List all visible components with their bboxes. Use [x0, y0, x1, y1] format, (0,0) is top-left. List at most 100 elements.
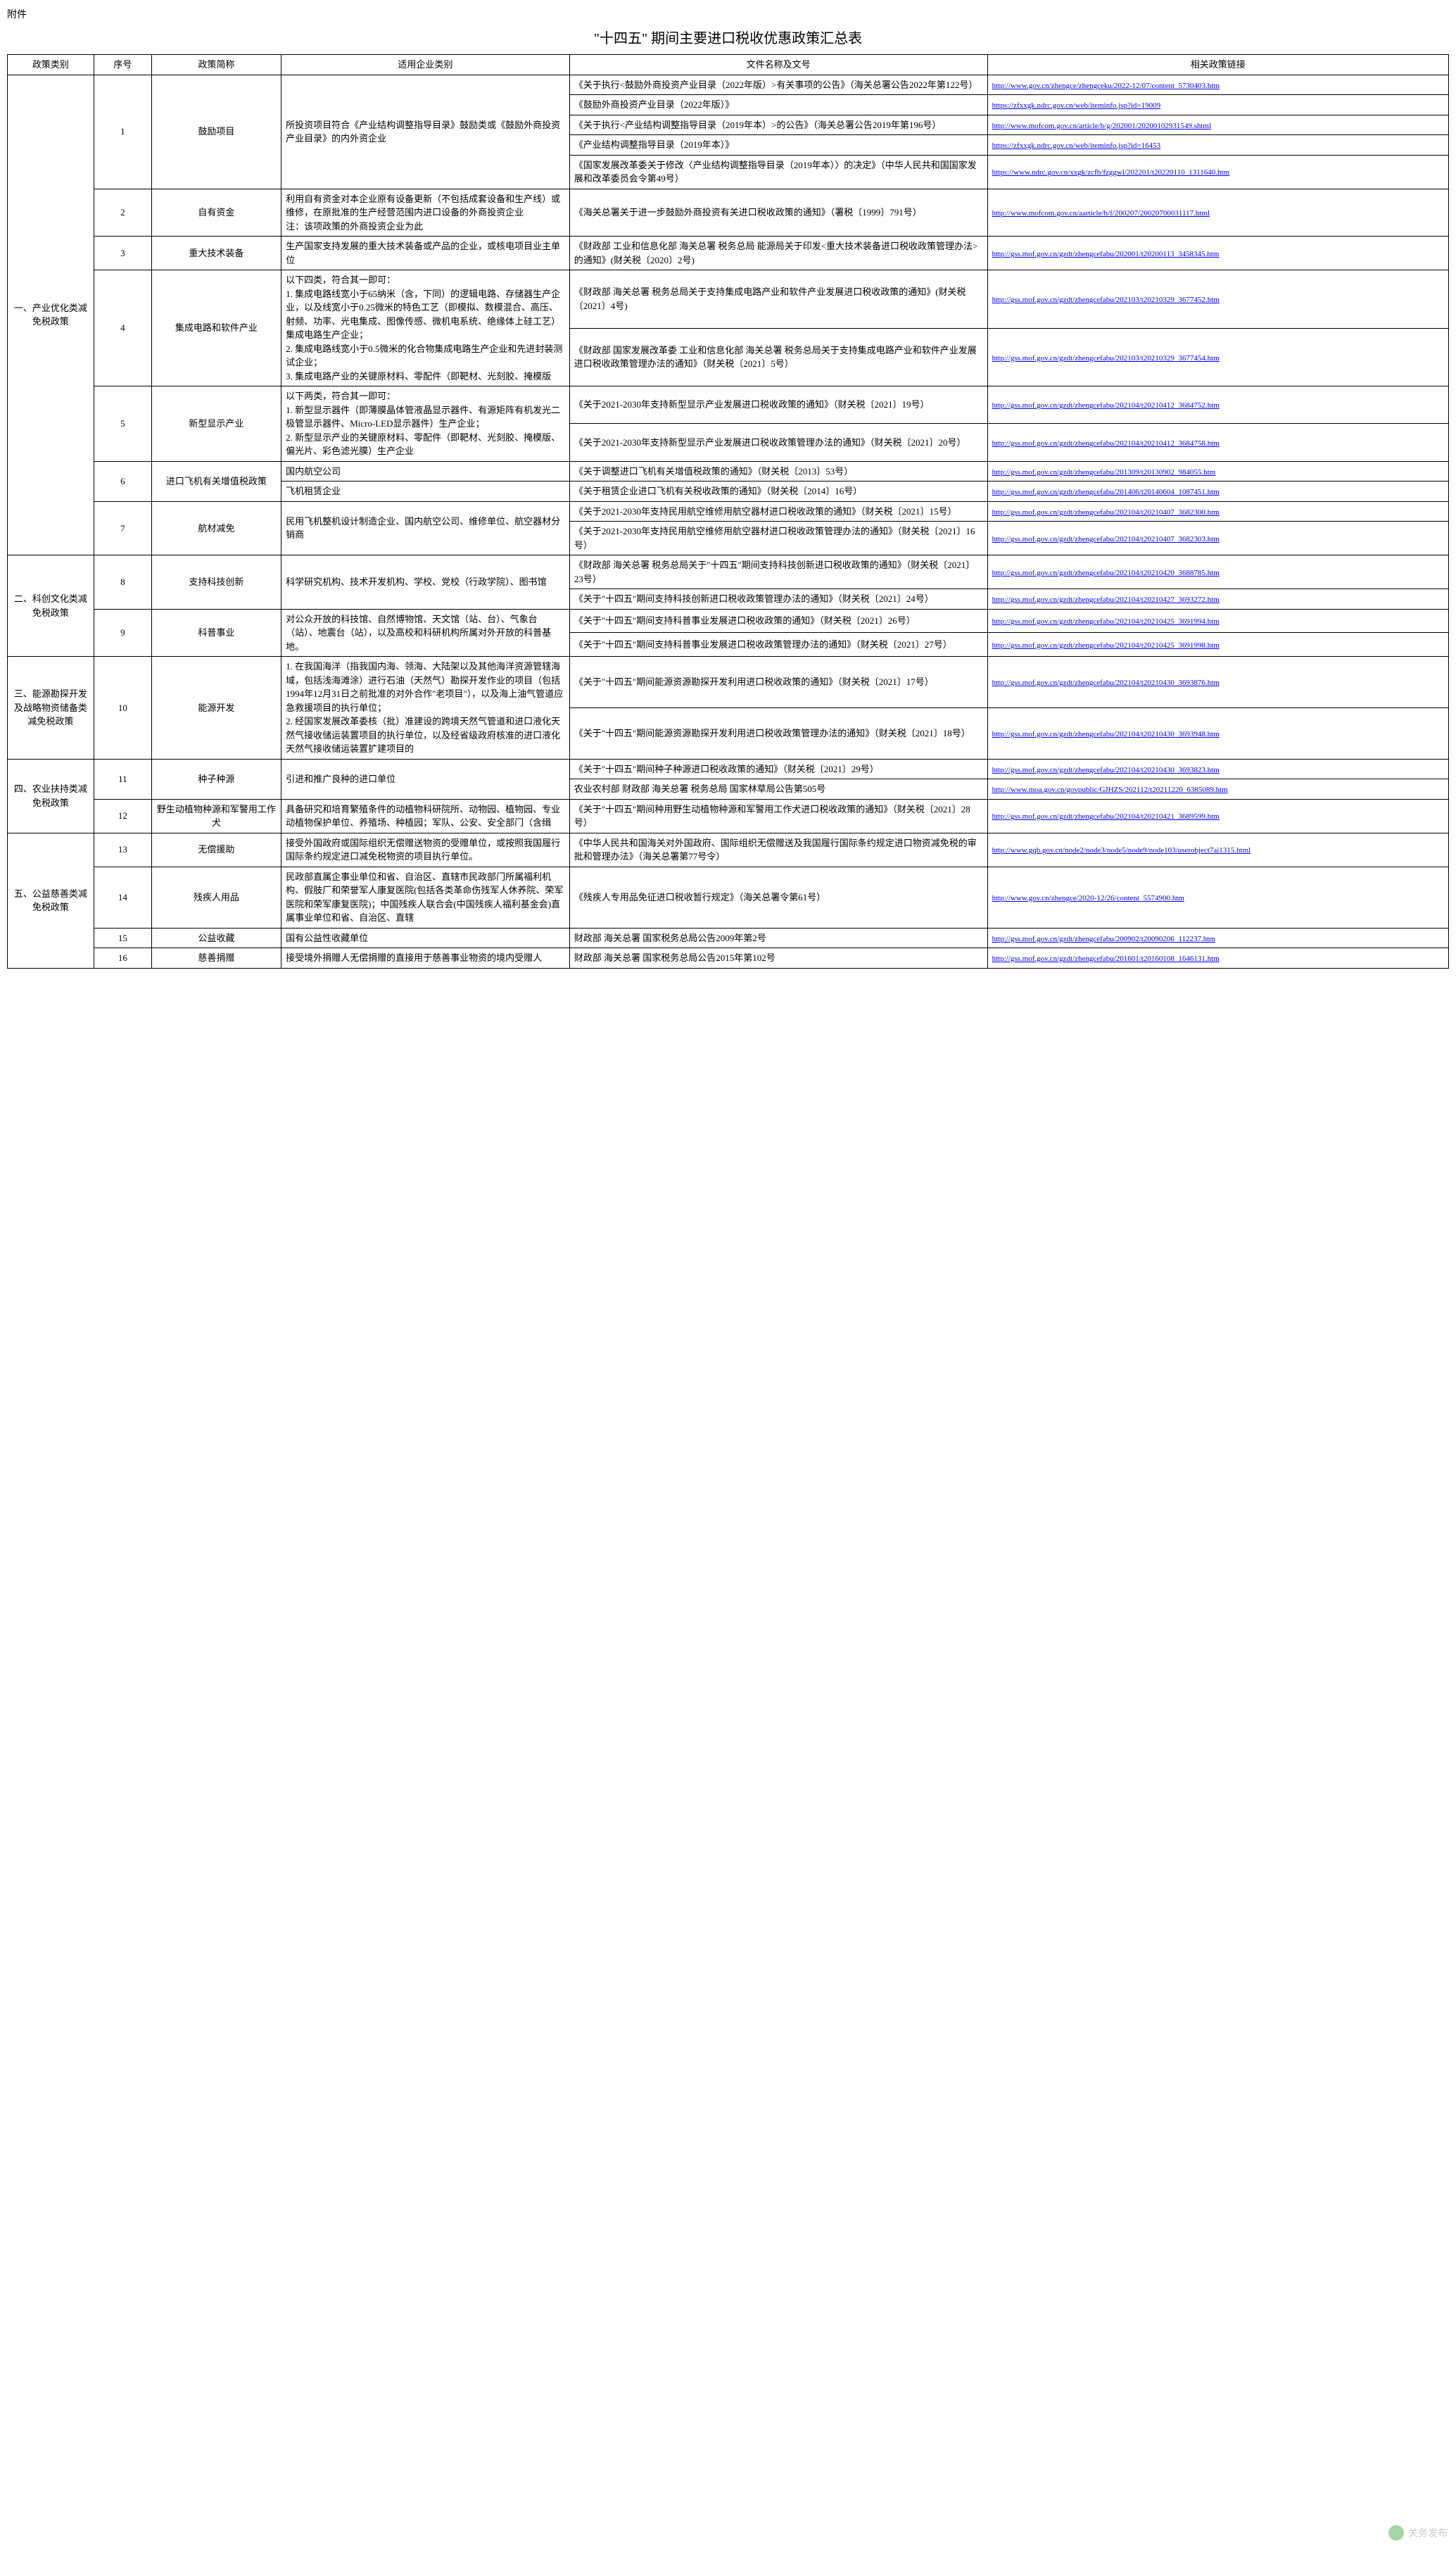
table-row: 三、能源勘探开发及战略物资储备类减免税政策10能源开发1. 在我国海洋（指我国内…: [8, 657, 1449, 708]
table-row: 4集成电路和软件产业以下四类，符合其一即可： 1. 集成电路线宽小于65纳米（含…: [8, 270, 1449, 329]
doc-cell: 《关于2021-2030年支持民用航空维修用航空器材进口税收政策管理办法的通知》…: [569, 522, 987, 555]
policy-link[interactable]: http://gss.mof.gov.cn/gzdt/zhengcefabu/2…: [992, 488, 1220, 496]
link-cell: http://gss.mof.gov.cn/gzdt/zhengcefabu/2…: [987, 270, 1448, 329]
doc-cell: 《关于2021-2030年支持新型显示产业发展进口税收政策管理办法的通知》（财关…: [569, 424, 987, 461]
policy-link[interactable]: https://www.ndrc.gov.cn/xxgk/zcfb/fzggwl…: [992, 168, 1230, 177]
policy-link[interactable]: http://gss.mof.gov.cn/gzdt/zhengcefabu/2…: [992, 596, 1220, 604]
doc-cell: 《关于执行<鼓励外商投资产业目录（2022年版）>有关事项的公告》（海关总署公告…: [569, 75, 987, 95]
policy-name-cell: 种子种源: [151, 759, 281, 799]
doc-cell: 《关于2021-2030年支持民用航空维修用航空器材进口税收政策的通知》（财关税…: [569, 501, 987, 522]
scope-cell: 所投资项目符合《产业结构调整指导目录》鼓励类或《鼓励外商投资产业目录》的内外资企…: [281, 75, 570, 189]
category-cell: 五、公益慈善类减免税政策: [8, 833, 94, 968]
policy-link[interactable]: http://www.gqb.gov.cn/node2/node3/node5/…: [992, 846, 1251, 855]
policy-link[interactable]: http://gss.mof.gov.cn/gzdt/zhengcefabu/2…: [992, 569, 1220, 577]
policy-link[interactable]: http://gss.mof.gov.cn/gzdt/zhengcefabu/2…: [992, 955, 1220, 963]
policy-link[interactable]: https://zfxxgk.ndrc.gov.cn/web/iteminfo.…: [992, 101, 1161, 110]
policy-link[interactable]: http://www.gov.cn/zhengce/zhengceku/2022…: [992, 82, 1220, 90]
policy-name-cell: 公益收藏: [151, 928, 281, 948]
policy-link[interactable]: http://gss.mof.gov.cn/gzdt/zhengcefabu/2…: [992, 730, 1220, 738]
policy-link[interactable]: http://gss.mof.gov.cn/gzdt/zhengcefabu/2…: [992, 679, 1220, 687]
policy-name-cell: 集成电路和软件产业: [151, 270, 281, 386]
header-link: 相关政策链接: [987, 55, 1448, 75]
policy-link[interactable]: http://www.mofcom.gov.cn/article/b/g/202…: [992, 122, 1211, 130]
doc-cell: 《财政部 海关总署 税务总局关于支持集成电路产业和软件产业发展进口税收政策的通知…: [569, 270, 987, 329]
watermark-icon: [1388, 2525, 1404, 2541]
seq-cell: 4: [94, 270, 151, 386]
policy-link[interactable]: http://gss.mof.gov.cn/gzdt/zhengcefabu/2…: [992, 617, 1220, 626]
policy-name-cell: 进口飞机有关增值税政策: [151, 461, 281, 501]
policy-link[interactable]: http://www.moa.gov.cn/govpublic/GJHZS/20…: [992, 786, 1228, 794]
policy-link[interactable]: http://gss.mof.gov.cn/gzdt/zhengcefabu/2…: [992, 641, 1220, 650]
link-cell: https://www.ndrc.gov.cn/xxgk/zcfb/fzggwl…: [987, 155, 1448, 189]
policy-link[interactable]: http://www.mofcom.gov.cn/aarticle/b/f/20…: [992, 209, 1210, 218]
doc-cell: 《关于调整进口飞机有关增值税政策的通知》（财关税〔2013〕53号）: [569, 461, 987, 482]
policy-link[interactable]: http://gss.mof.gov.cn/gzdt/zhengcefabu/2…: [992, 439, 1220, 448]
policy-table: 政策类别 序号 政策简称 适用企业类别 文件名称及文号 相关政策链接 一、产业优…: [7, 54, 1449, 969]
doc-cell: 《国家发展改革委关于修改〈产业结构调整指导目录（2019年本）〉的决定》（中华人…: [569, 155, 987, 189]
doc-cell: 《财政部 工业和信息化部 海关总署 税务总局 能源局关于印发<重大技术装备进口税…: [569, 237, 987, 270]
seq-cell: 15: [94, 928, 151, 948]
doc-cell: 《关于"十四五"期间能源资源勘探开发利用进口税收政策的通知》（财关税〔2021〕…: [569, 657, 987, 708]
category-cell: 二、科创文化类减免税政策: [8, 555, 94, 657]
link-cell: http://gss.mof.gov.cn/gzdt/zhengcefabu/2…: [987, 461, 1448, 482]
link-cell: http://gss.mof.gov.cn/gzdt/zhengcefabu/2…: [987, 237, 1448, 270]
doc-cell: 《中华人民共和国海关对外国政府、国际组织无偿赠送及我国履行国际条约规定进口物资减…: [569, 833, 987, 867]
watermark: 关务发布: [1388, 2525, 1448, 2541]
policy-link[interactable]: http://gss.mof.gov.cn/gzdt/zhengcefabu/2…: [992, 508, 1220, 517]
link-cell: http://www.moa.gov.cn/govpublic/GJHZS/20…: [987, 779, 1448, 800]
table-row: 15公益收藏国有公益性收藏单位财政部 海关总署 国家税务总局公告2009年第2号…: [8, 928, 1449, 948]
link-cell: http://gss.mof.gov.cn/gzdt/zhengcefabu/2…: [987, 386, 1448, 424]
link-cell: http://gss.mof.gov.cn/gzdt/zhengcefabu/2…: [987, 589, 1448, 610]
policy-link[interactable]: http://gss.mof.gov.cn/gzdt/zhengcefabu/2…: [992, 935, 1215, 943]
table-row: 2自有资金利用自有资金对本企业原有设备更新（不包括成套设备和生产线）或维修，在原…: [8, 189, 1449, 237]
policy-link[interactable]: http://gss.mof.gov.cn/gzdt/zhengcefabu/2…: [992, 401, 1220, 410]
link-cell: http://gss.mof.gov.cn/gzdt/zhengcefabu/2…: [987, 501, 1448, 522]
seq-cell: 13: [94, 833, 151, 867]
link-cell: http://gss.mof.gov.cn/gzdt/zhengcefabu/2…: [987, 657, 1448, 708]
link-cell: http://gss.mof.gov.cn/gzdt/zhengcefabu/2…: [987, 633, 1448, 657]
policy-link[interactable]: http://gss.mof.gov.cn/gzdt/zhengcefabu/2…: [992, 812, 1220, 821]
link-cell: http://gss.mof.gov.cn/gzdt/zhengcefabu/2…: [987, 328, 1448, 386]
header-seq: 序号: [94, 55, 151, 75]
table-row: 3重大技术装备生产国家支持发展的重大技术装备或产品的企业，或核电项目业主单位《财…: [8, 237, 1449, 270]
table-row: 五、公益慈善类减免税政策13无偿援助接受外国政府或国际组织无偿赠送物资的受赠单位…: [8, 833, 1449, 867]
doc-cell: 《关于"十四五"期间能源资源勘探开发利用进口税收政策管理办法的通知》（财关税〔2…: [569, 707, 987, 759]
policy-link[interactable]: https://zfxxgk.ndrc.gov.cn/web/iteminfo.…: [992, 141, 1161, 150]
policy-link[interactable]: http://gss.mof.gov.cn/gzdt/zhengcefabu/2…: [992, 250, 1220, 258]
policy-link[interactable]: http://gss.mof.gov.cn/gzdt/zhengcefabu/2…: [992, 296, 1220, 304]
seq-cell: 10: [94, 657, 151, 760]
policy-name-cell: 残疾人用品: [151, 867, 281, 928]
seq-cell: 11: [94, 759, 151, 799]
scope-cell: 接受外国政府或国际组织无偿赠送物资的受赠单位，或按照我国履行国际条约规定进口减免…: [281, 833, 570, 867]
watermark-text: 关务发布: [1408, 2526, 1448, 2540]
policy-link[interactable]: http://gss.mof.gov.cn/gzdt/zhengcefabu/2…: [992, 468, 1216, 477]
doc-cell: 《财政部 国家发展改革委 工业和信息化部 海关总署 税务总局关于支持集成电路产业…: [569, 328, 987, 386]
doc-cell: 《财政部 海关总署 税务总局关于"十四五"期间支持科技创新进口税收政策的通知》（…: [569, 555, 987, 589]
seq-cell: 6: [94, 461, 151, 501]
scope-cell: 利用自有资金对本企业原有设备更新（不包括成套设备和生产线）或维修，在原批准的生产…: [281, 189, 570, 237]
policy-name-cell: 新型显示产业: [151, 386, 281, 462]
doc-cell: 《产业结构调整指导目录（2019年本）》: [569, 135, 987, 156]
policy-link[interactable]: http://gss.mof.gov.cn/gzdt/zhengcefabu/2…: [992, 354, 1220, 363]
table-row: 14残疾人用品民政部直属企事业单位和省、自治区、直辖市民政部门所属福利机构、假肢…: [8, 867, 1449, 928]
link-cell: http://www.gov.cn/zhengce/zhengceku/2022…: [987, 75, 1448, 95]
seq-cell: 8: [94, 555, 151, 610]
link-cell: http://www.gov.cn/zhengce/2020-12/26/con…: [987, 867, 1448, 928]
doc-cell: 《关于"十四五"期间支持科普事业发展进口税收政策管理办法的通知》（财关税〔202…: [569, 633, 987, 657]
policy-link[interactable]: http://gss.mof.gov.cn/gzdt/zhengcefabu/2…: [992, 766, 1220, 774]
link-cell: http://gss.mof.gov.cn/gzdt/zhengcefabu/2…: [987, 555, 1448, 589]
scope-cell: 接受境外捐赠人无偿捐赠的直接用于慈善事业物资的境内受赠人: [281, 948, 570, 969]
header-category: 政策类别: [8, 55, 94, 75]
policy-name-cell: 航材减免: [151, 501, 281, 555]
policy-name-cell: 无偿援助: [151, 833, 281, 867]
category-cell: 三、能源勘探开发及战略物资储备类减免税政策: [8, 657, 94, 760]
category-cell: 四、农业扶持类减免税政策: [8, 759, 94, 833]
link-cell: http://gss.mof.gov.cn/gzdt/zhengcefabu/2…: [987, 759, 1448, 779]
policy-link[interactable]: http://gss.mof.gov.cn/gzdt/zhengcefabu/2…: [992, 535, 1220, 543]
seq-cell: 7: [94, 501, 151, 555]
policy-name-cell: 重大技术装备: [151, 237, 281, 270]
scope-cell: 飞机租赁企业: [281, 482, 570, 502]
policy-link[interactable]: http://www.gov.cn/zhengce/2020-12/26/con…: [992, 894, 1184, 902]
table-header-row: 政策类别 序号 政策简称 适用企业类别 文件名称及文号 相关政策链接: [8, 55, 1449, 75]
table-row: 12野生动植物种源和军警用工作犬具备研究和培育繁殖条件的动植物科研院所、动物园、…: [8, 799, 1449, 833]
